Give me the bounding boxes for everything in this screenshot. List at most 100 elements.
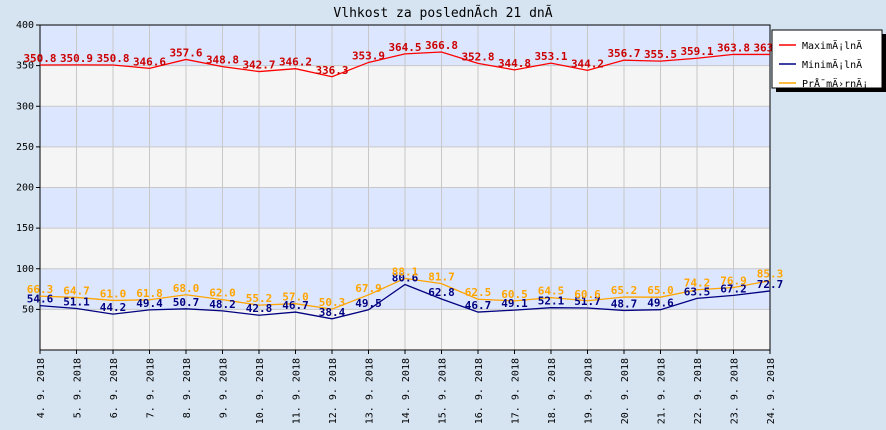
y-tick-label: 100 [16,264,34,275]
x-tick-label: 5. 9. 2018 [73,358,84,418]
y-axis-ticks: 50 100 150 200 250 300 350 400 [16,20,40,315]
x-tick-label: 23. 9. 2018 [730,358,741,424]
x-tick-label: 12. 9. 2018 [328,358,339,424]
x-tick-label: 21. 9. 2018 [657,358,668,424]
data-label: 66.3 [27,283,54,296]
data-label: 52.1 [538,295,565,308]
y-tick-label: 200 [16,183,34,194]
data-label: 357.6 [169,46,202,59]
data-label: 88.1 [392,265,419,278]
legend-entry: MaximÃ¡lnÃ­ [802,39,862,52]
data-label: 355.5 [644,48,677,61]
series-lines [39,51,771,320]
x-tick-label: 6. 9. 2018 [109,358,120,418]
x-tick-label: 9. 9. 2018 [219,358,230,418]
data-label: 344.8 [498,57,531,70]
x-tick-label: 18. 9. 2018 [547,358,558,424]
data-label: 61.0 [100,287,127,300]
x-tick-label: 11. 9. 2018 [292,358,303,424]
data-label: 62.0 [209,287,236,300]
legend-entry: PrÅ¯mÄ›rnÃ¡ [802,77,868,90]
data-label: 68.0 [173,282,200,295]
data-label: 60.5 [501,288,528,301]
data-label: 55.2 [246,292,273,305]
y-tick-label: 350 [16,61,34,72]
data-label: 350.9 [60,52,93,65]
data-label: 72.7 [757,278,784,291]
data-label: 352.8 [461,50,494,63]
chart-title: Vlhkost za poslednÃ­ch 21 dnÃ­ [333,5,552,21]
series-line-1 [39,283,771,320]
data-label: 46.7 [282,299,309,312]
data-label: 61.8 [136,287,163,300]
data-label: 57.0 [282,291,309,304]
data-label: 346.2 [279,56,312,69]
data-label: 336.3 [315,64,348,77]
data-label: 49.5 [355,297,382,310]
x-tick-label: 16. 9. 2018 [474,358,485,424]
legend-box [771,29,883,89]
x-tick-label: 20. 9. 2018 [620,358,631,424]
data-label: 67.9 [355,282,382,295]
data-label: 348.8 [206,54,239,67]
data-label: 49.6 [647,297,674,310]
data-label: 49.4 [136,297,163,310]
data-label: 62.8 [428,286,455,299]
data-label: 64.7 [63,284,90,297]
x-tick-label: 10. 9. 2018 [255,358,266,424]
x-tick-label: 24. 9. 2018 [766,358,777,424]
data-label: 50.3 [319,296,346,309]
x-axis-ticks: 4. 9. 2018 5. 9. 2018 6. 9. 2018 7. 9. 2018… [36,350,777,424]
data-label: 356.7 [607,47,640,60]
series-line-0 [39,51,770,78]
data-label: 64.5 [538,285,565,298]
data-label: 65.2 [611,284,638,297]
x-tick-label: 15. 9. 2018 [438,358,449,424]
data-label: 51.7 [574,295,601,308]
data-label: 359.1 [680,45,713,58]
series-line-2 [39,277,771,310]
data-label: 346.6 [133,55,166,68]
y-tick-label: 150 [16,223,34,234]
data-label: 81.7 [428,271,455,284]
data-label: 80.6 [392,272,419,285]
data-label: 67.2 [720,282,747,295]
x-tick-label: 13. 9. 2018 [365,358,376,424]
legend: MaximÃ¡lnÃ­ MinimÃ¡lnÃ­ PrÅ¯mÄ›rnÃ¡ [771,29,886,92]
data-label: 51.1 [63,295,90,308]
data-label: 76.9 [720,275,747,288]
y-tick-label: 50 [22,304,34,315]
data-label: 48.2 [209,298,236,311]
data-label: 48.7 [611,297,638,310]
data-label: 364.5 [388,41,421,54]
data-label: 350.8 [96,52,129,65]
y-tick-label: 300 [16,101,34,112]
y-tick-label: 400 [16,20,34,31]
legend-entry: MinimÃ¡lnÃ­ [802,58,862,71]
data-label: 350.8 [23,52,56,65]
data-label: 63.5 [684,285,711,298]
y-tick-label: 250 [16,142,34,153]
data-label: 60.6 [574,288,601,301]
data-label: 54.6 [27,293,54,306]
data-label: 353.9 [352,49,385,62]
x-tick-label: 8. 9. 2018 [182,358,193,418]
data-label: 65.0 [647,284,674,297]
data-label: 49.1 [501,297,528,310]
x-tick-label: 17. 9. 2018 [511,358,522,424]
grid-lines [39,24,771,350]
data-label: 42.8 [246,302,273,315]
data-label: 366.8 [425,39,458,52]
x-tick-label: 4. 9. 2018 [36,358,47,418]
data-label: 85.3 [757,268,784,281]
data-label: 344.2 [571,57,604,70]
data-label: 38.4 [319,306,346,319]
data-label: 74.2 [684,277,711,290]
x-tick-label: 7. 9. 2018 [146,358,157,418]
data-label: 44.2 [100,301,127,314]
x-tick-label: 22. 9. 2018 [693,358,704,424]
data-label: 363.8 [717,41,750,54]
